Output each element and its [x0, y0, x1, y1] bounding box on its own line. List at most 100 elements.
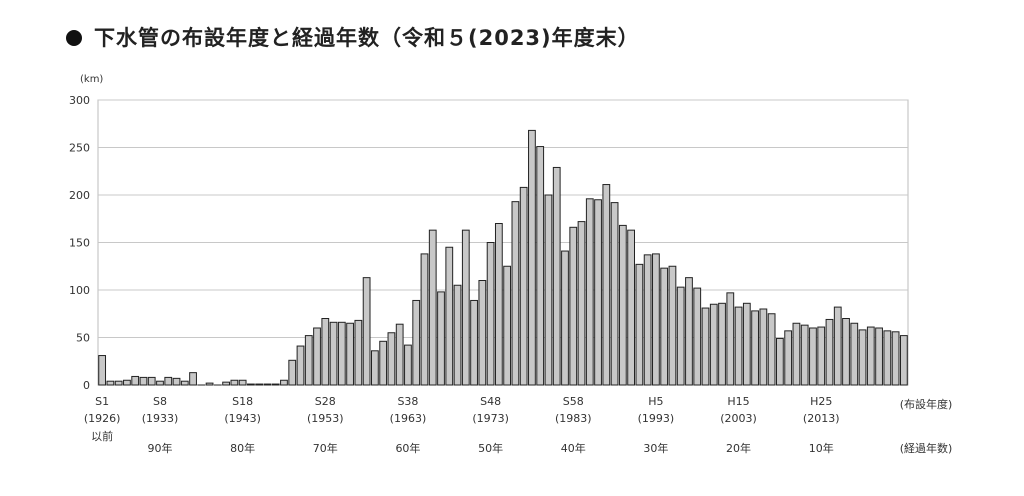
x-era-label: S8: [153, 395, 167, 408]
bar: [387, 332, 396, 386]
x-year-label: (1933): [142, 412, 179, 425]
bar: [255, 383, 264, 386]
x-year-label: (1953): [307, 412, 344, 425]
bar: [461, 229, 470, 386]
bar: [618, 224, 627, 386]
bar: [180, 380, 189, 386]
bar: [528, 129, 536, 386]
x-era-label: S38: [397, 395, 418, 408]
bar: [800, 324, 809, 386]
bar: [701, 307, 710, 386]
x-era-label: S48: [480, 395, 501, 408]
y-tick-label: 0: [83, 379, 90, 392]
bar: [709, 303, 718, 386]
bar: [817, 326, 826, 386]
elapsed-years-label: 90年: [147, 441, 172, 455]
bar: [833, 306, 842, 386]
x-year-label: (1993): [638, 412, 675, 425]
bar: [627, 229, 636, 386]
bar: [238, 379, 247, 386]
bar: [139, 376, 148, 386]
bullet-icon: [66, 30, 82, 46]
bar: [643, 254, 652, 386]
bar: [131, 375, 140, 386]
bar: [759, 308, 768, 386]
bar: [767, 313, 776, 386]
bar: [420, 253, 429, 386]
x-era-label: H5: [648, 395, 663, 408]
bar: [899, 335, 908, 386]
bar: [809, 327, 817, 386]
elapsed-years-label: 30年: [643, 441, 668, 455]
bar: [172, 377, 181, 386]
chart-title: 下水管の布設年度と経過年数（令和５(2023)年度末）: [66, 22, 640, 52]
bar: [577, 221, 586, 386]
bar: [189, 372, 197, 386]
x-year-label: (1983): [555, 412, 592, 425]
bar: [346, 322, 354, 386]
bar: [668, 265, 677, 386]
bar: [263, 383, 272, 386]
bar: [247, 383, 255, 386]
elapsed-years-label: 60年: [395, 441, 420, 455]
y-tick-label: 150: [69, 237, 90, 250]
x-year-label: (1973): [472, 412, 509, 425]
x-axis-labels: S1 (1926) 以前 S8 (1933) S18 (1943) S28 (1953) S38 (…: [84, 395, 952, 455]
bar: [470, 299, 478, 386]
bar: [280, 379, 288, 386]
bar: [784, 330, 793, 386]
bar: [883, 330, 892, 386]
bar: [354, 319, 363, 386]
bar: [147, 376, 156, 386]
bar: [296, 345, 305, 386]
bar: [106, 380, 115, 386]
bar: [544, 194, 553, 386]
bar: [271, 383, 280, 386]
x-year-label: (1963): [390, 412, 427, 425]
bar: [511, 201, 520, 386]
x-era-label: S18: [232, 395, 253, 408]
bar: [404, 344, 412, 386]
bar: [395, 323, 404, 386]
bar: [552, 166, 561, 386]
bar: [734, 306, 743, 386]
x-era-label: S58: [563, 395, 584, 408]
bar: [676, 286, 685, 386]
bar: [164, 376, 173, 386]
bar: [602, 184, 611, 386]
bar: [718, 302, 726, 386]
bar: [494, 223, 503, 386]
bar: [519, 186, 528, 386]
y-unit-label: (km): [80, 74, 103, 85]
bar: [205, 382, 214, 386]
bar: [635, 263, 644, 386]
elapsed-years-label: 10年: [809, 441, 834, 455]
x-extra-label: 以前: [91, 429, 113, 443]
bar: [660, 267, 669, 386]
x-year-label: (2003): [720, 412, 757, 425]
bar: [156, 380, 164, 386]
bar: [230, 379, 239, 386]
bar: [288, 359, 297, 386]
y-tick-label: 100: [69, 284, 90, 297]
bar: [222, 381, 231, 386]
elapsed-years-label: 50年: [478, 441, 503, 455]
bar: [329, 321, 338, 386]
x-year-label: (1943): [224, 412, 261, 425]
bar: [850, 322, 859, 386]
bar: [428, 229, 437, 386]
bar: [437, 291, 445, 386]
x-era-label: H25: [810, 395, 832, 408]
elapsed-years-label: 20年: [726, 441, 751, 455]
bar: [726, 292, 735, 386]
bar: [693, 287, 702, 386]
bar: [453, 284, 462, 386]
x-year-label: (1926): [84, 412, 121, 425]
bar: [842, 318, 850, 386]
y-tick-label: 50: [76, 332, 90, 345]
bar: [685, 277, 693, 386]
bar: [370, 350, 379, 386]
bar: [98, 355, 107, 386]
bar: [486, 242, 495, 386]
bar: [751, 310, 759, 386]
